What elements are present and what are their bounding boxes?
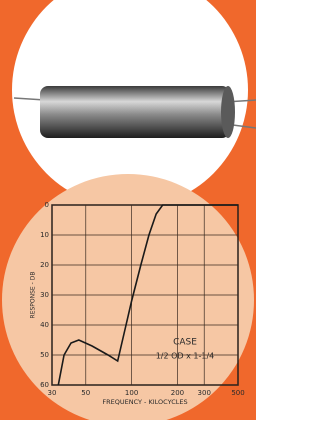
y-tick-label: 20 <box>40 261 49 269</box>
y-tick-label: 0 <box>45 201 49 209</box>
y-tick-label: 10 <box>40 231 49 239</box>
x-tick-label: 30 <box>48 389 57 397</box>
annotation: 1/2 OD x 1-1/4 <box>156 352 215 361</box>
annotation: CASE <box>173 338 197 348</box>
y-axis-label: RESPONSE - DB <box>30 272 37 319</box>
x-tick-label: 100 <box>125 389 138 397</box>
x-tick-label: 500 <box>231 389 244 397</box>
x-axis-label: FREQUENCY - KILOCYCLES <box>102 398 187 406</box>
y-tick-label: 60 <box>40 381 49 389</box>
component <box>14 86 256 138</box>
page: RESPONSE - DB FREQUENCY - KILOCYCLES CAS… <box>0 0 256 420</box>
y-tick-label: 40 <box>40 321 49 329</box>
y-tick-label: 50 <box>40 351 49 359</box>
x-tick-label: 300 <box>198 389 211 397</box>
y-tick-label: 30 <box>40 291 49 299</box>
x-tick-label: 200 <box>171 389 184 397</box>
x-tick-label: 50 <box>81 389 90 397</box>
